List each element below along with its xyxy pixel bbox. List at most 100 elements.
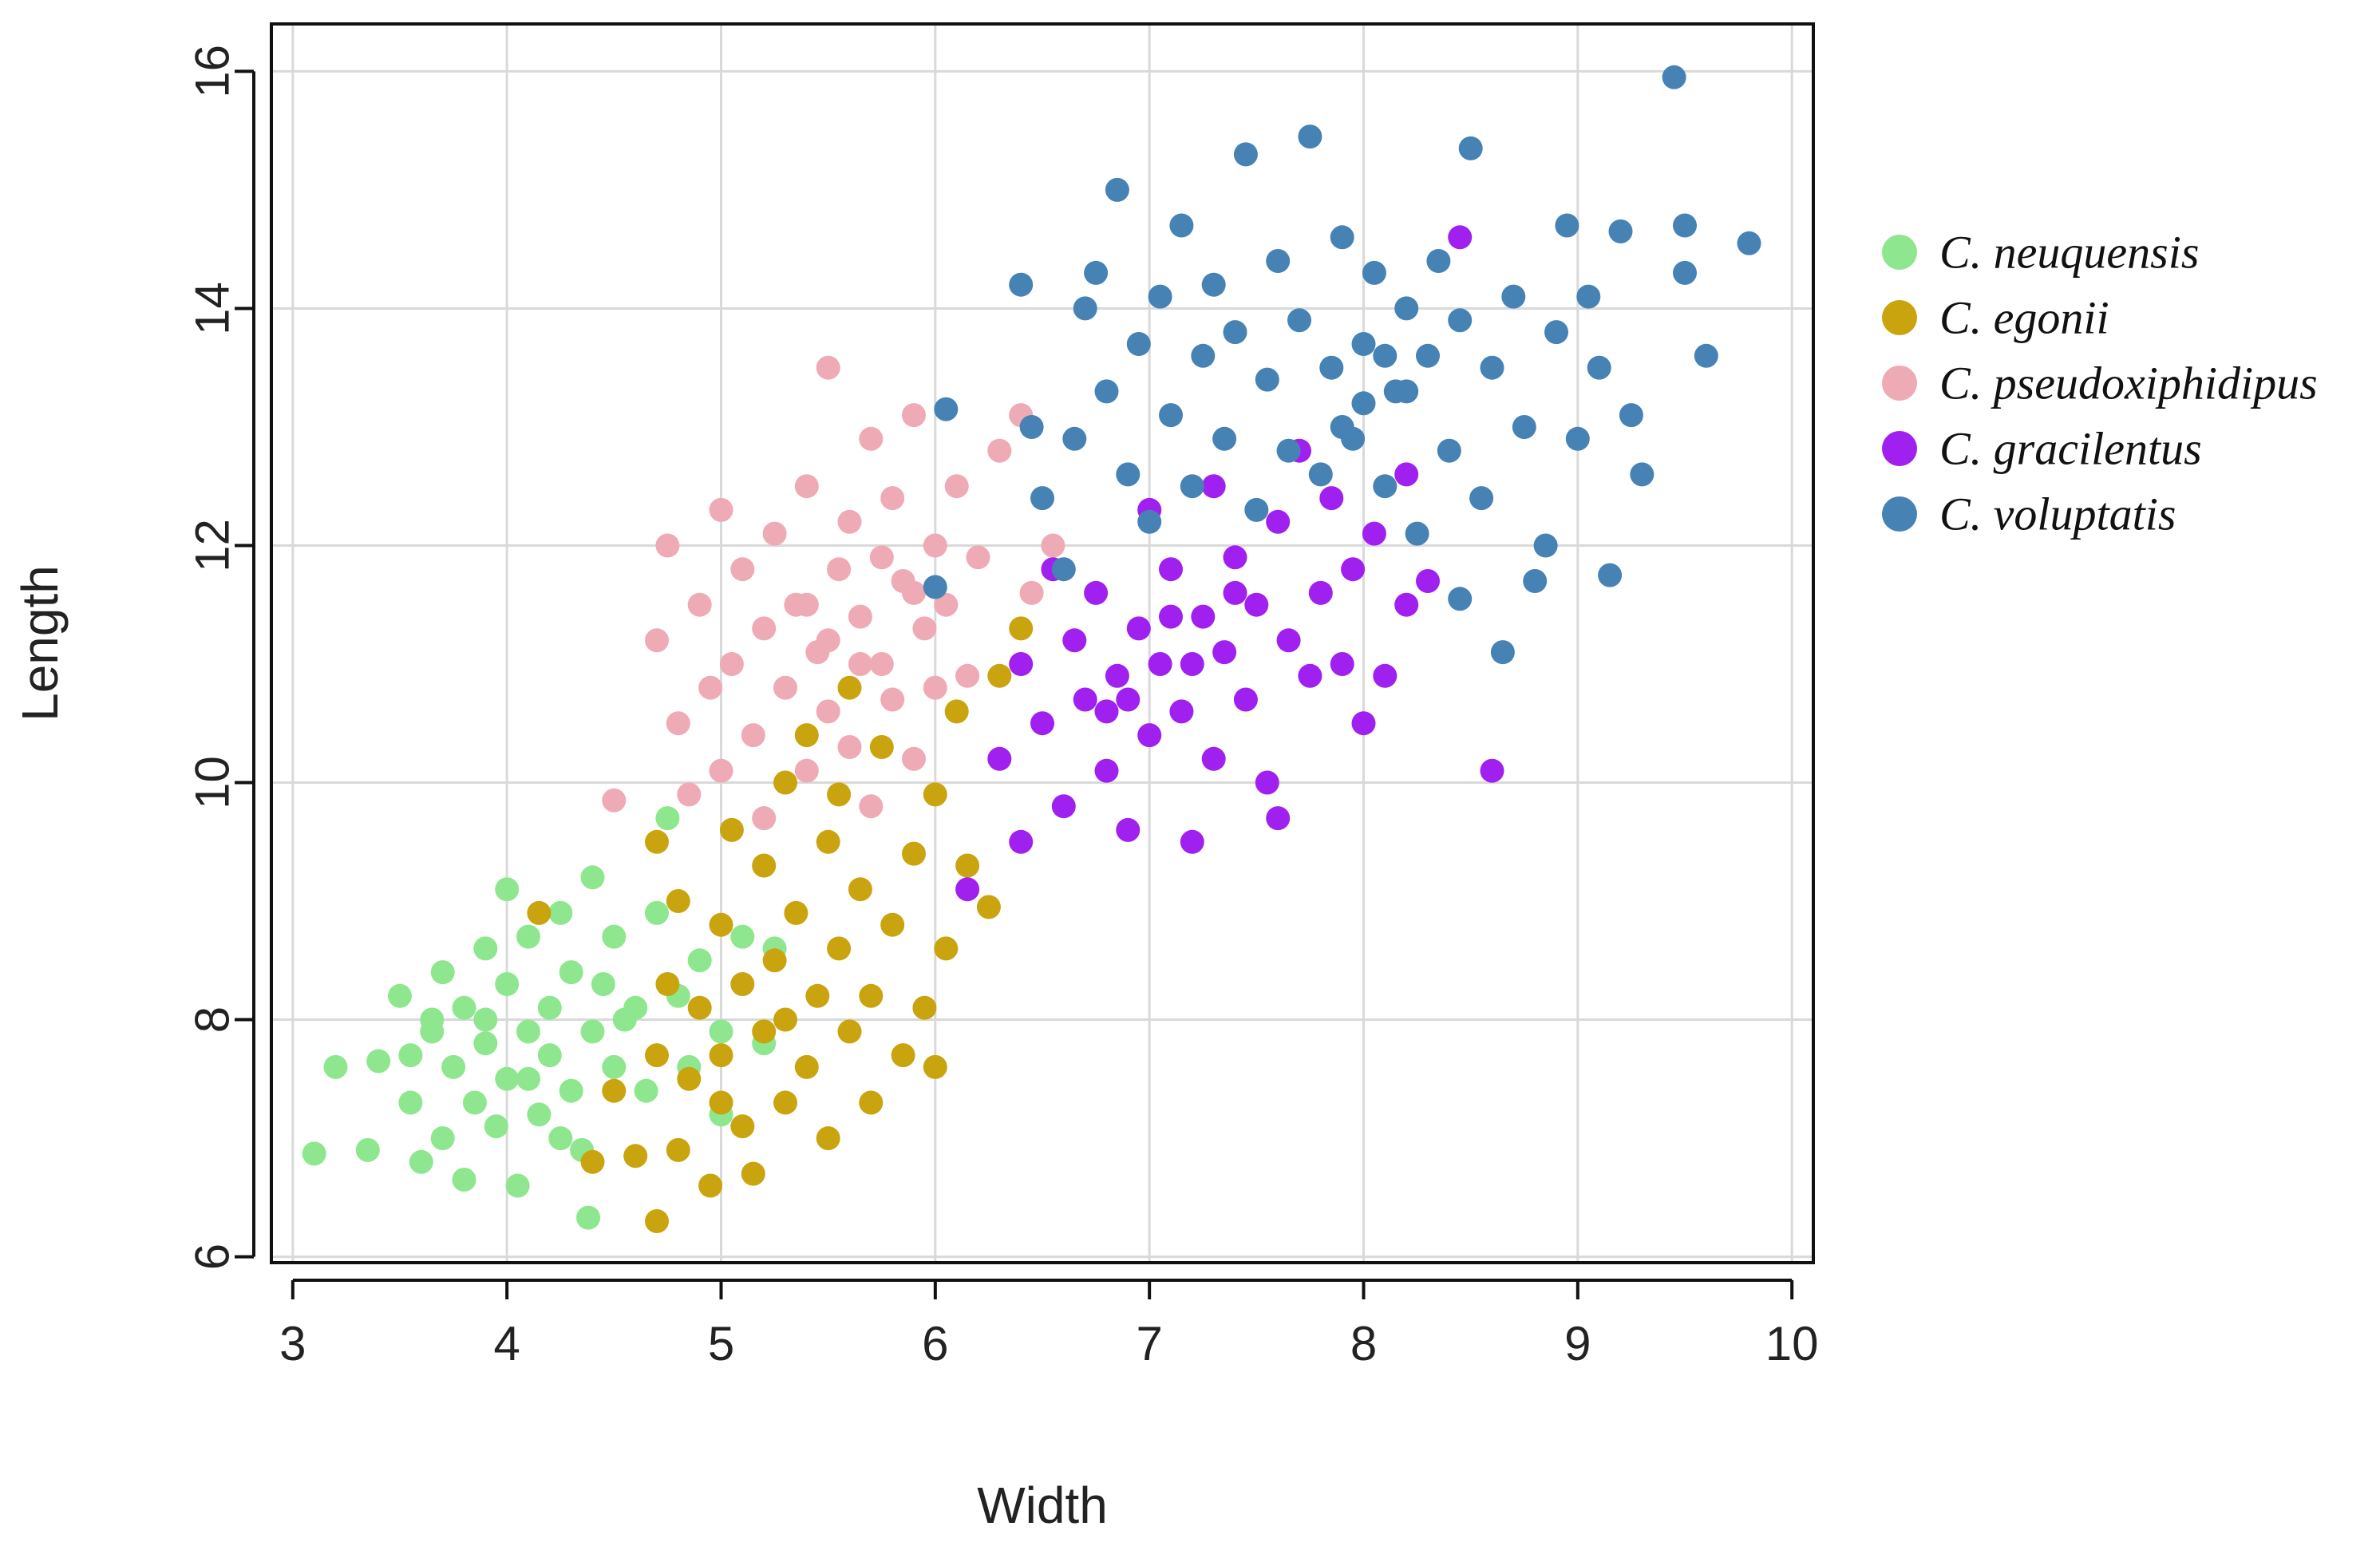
data-point [912,995,937,1020]
data-point [848,877,872,902]
data-point [848,604,872,629]
data-point [891,1043,915,1068]
data-point [944,474,969,499]
data-point [516,1019,540,1044]
data-point [1201,474,1226,499]
data-point [1073,687,1097,712]
data-point [1084,260,1109,285]
data-point [1244,497,1269,522]
data-point [944,699,969,724]
data-point [1244,592,1269,617]
data-point [1416,343,1440,368]
data-point [1019,415,1044,439]
data-point [955,877,980,902]
data-point [1255,770,1279,795]
data-point [645,829,669,854]
data-point [1394,379,1419,404]
data-point [516,924,540,949]
data-point [816,829,840,854]
data-point [934,592,959,617]
data-point [784,900,808,925]
data-point [1598,563,1623,587]
data-point [1480,758,1504,783]
data-point [741,723,765,748]
y-axis-label: Length [11,565,69,722]
data-point [1373,343,1398,368]
data-point [1394,462,1419,487]
y-tick-label: 6 [186,1244,239,1270]
data-point [762,521,787,546]
data-point [1030,486,1054,511]
data-point [752,1019,777,1044]
series-2 [602,355,1065,831]
data-point [709,1019,733,1044]
y-tick-label: 10 [186,756,239,809]
data-point [1490,640,1515,665]
data-point [473,1031,498,1056]
data-point [1405,521,1429,546]
data-point [1298,125,1322,149]
data-point [1137,509,1162,534]
data-point [859,426,884,451]
legend-label: C. egonii [1939,292,2109,344]
data-point [1191,604,1216,629]
legend-label: C. neuquensis [1939,227,2199,279]
data-point [1201,272,1226,297]
data-point [1105,177,1129,202]
data-point [1341,557,1366,582]
data-point [837,675,862,700]
data-point [1330,415,1354,439]
data-point [1319,486,1344,511]
data-point [1619,403,1643,428]
data-point [1330,225,1354,250]
data-point [1662,65,1686,89]
data-point [869,735,894,759]
data-point [1608,219,1633,243]
data-point [923,1054,947,1079]
legend-label: C. gracilentus [1939,423,2202,475]
data-point [1009,829,1034,854]
data-point [1126,332,1151,356]
data-point [1469,486,1494,511]
data-point [655,972,680,996]
data-point [752,616,777,641]
data-point [537,995,562,1020]
data-point [1116,817,1141,842]
data-point [794,592,819,617]
data-point [934,936,959,961]
y-tick-label: 12 [186,519,239,572]
data-point [1362,260,1386,285]
data-point [580,1019,605,1044]
x-axis-label: Width [977,1477,1108,1534]
data-point [1351,332,1376,356]
data-point [1105,663,1129,688]
data-point [934,397,959,421]
data-point [869,652,894,676]
data-point [537,1043,562,1068]
data-point [976,895,1001,919]
data-point [1084,580,1109,605]
data-point [430,1126,455,1151]
data-point [827,557,852,582]
legend: C. neuquensis C. egonii C. pseudoxiphidipu… [1882,227,2318,540]
data-point [420,1007,445,1032]
data-point [1180,652,1204,676]
legend-marker [1882,496,1917,532]
data-point [773,770,797,795]
x-tick-label: 6 [922,1317,948,1370]
data-point [719,817,744,842]
data-point [687,948,712,973]
data-point [677,782,702,807]
data-point [1673,260,1697,285]
data-point [687,592,712,617]
data-point [527,1102,552,1127]
data-point [859,983,884,1008]
data-point [655,533,680,558]
data-point [366,1049,391,1074]
data-point [1009,272,1034,297]
data-point [602,1054,627,1079]
data-point [1180,829,1204,854]
data-point [1458,136,1483,160]
data-point [1576,284,1601,309]
